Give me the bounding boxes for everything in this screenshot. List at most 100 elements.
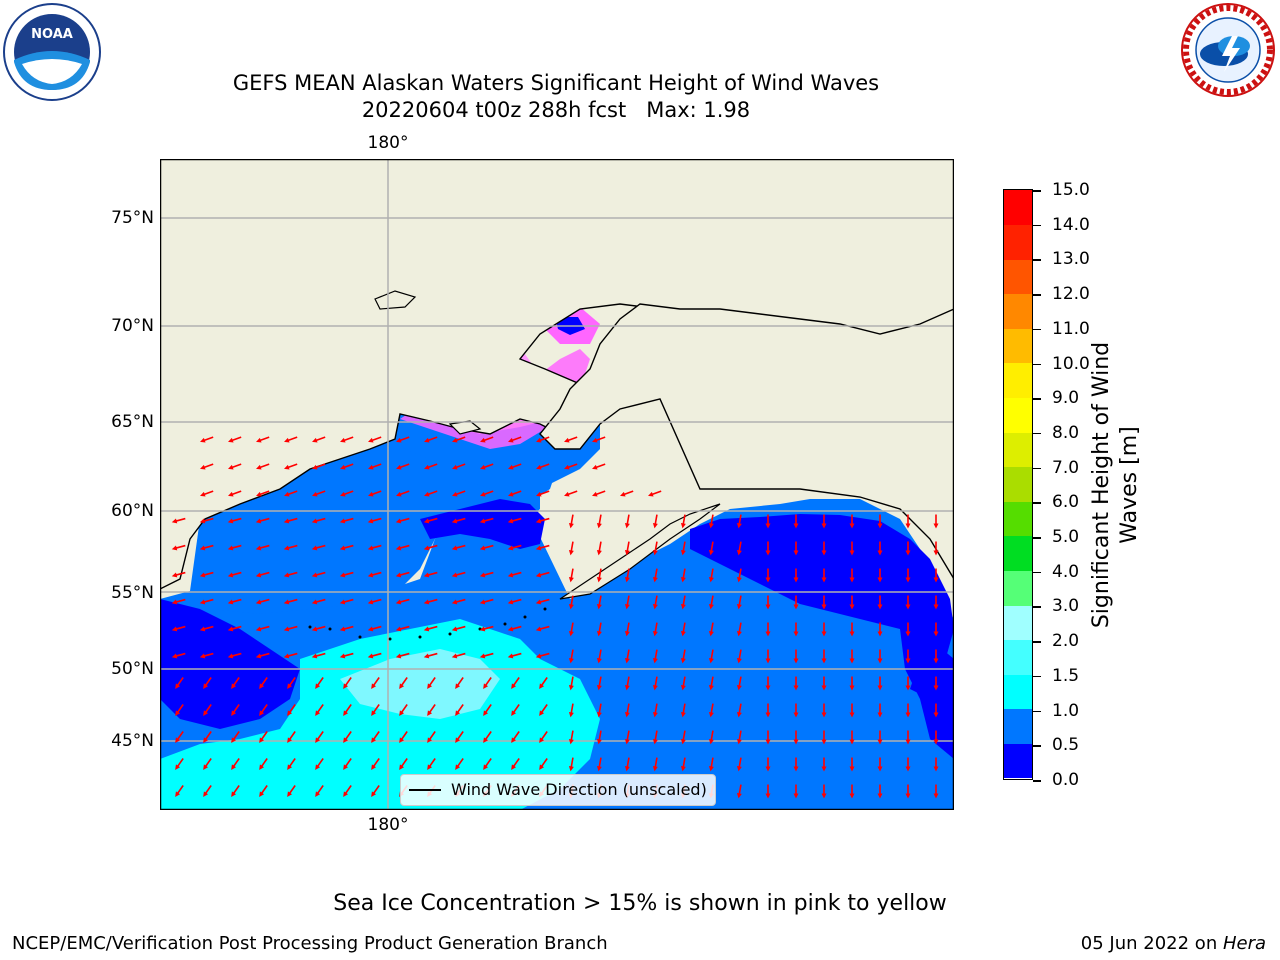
wind-arrow-head <box>283 572 290 578</box>
colorbar <box>1003 189 1033 780</box>
wind-arrow-head <box>367 626 374 632</box>
colorbar-segment <box>1004 432 1032 468</box>
wind-arrow-head <box>708 712 714 718</box>
chart-title: GEFS MEAN Alaskan Waters Significant Hei… <box>232 71 880 95</box>
wind-arrow-head <box>624 631 630 637</box>
wind-arrow-head <box>171 599 178 605</box>
wind-arrow-head <box>231 710 237 716</box>
colorbar-tick-mark <box>1033 502 1041 504</box>
wind-arrow-head <box>568 631 574 637</box>
wind-arrow-head <box>479 599 486 605</box>
colorbar-tick-mark <box>1033 398 1041 400</box>
wind-arrow-head <box>765 712 771 718</box>
colorbar-segment <box>1004 605 1032 641</box>
legend-label: Wind Wave Direction (unscaled) <box>451 780 707 799</box>
wind-arrow-head <box>451 653 458 659</box>
wind-arrow-head <box>231 737 237 743</box>
wind-arrow-head <box>933 685 939 691</box>
wind-arrow-head <box>933 793 939 799</box>
wind-arrow-head <box>708 577 714 583</box>
colorbar-segment <box>1004 674 1032 710</box>
colorbar-tick-label: 10.0 <box>1052 353 1090 374</box>
wind-arrow-head <box>507 545 514 551</box>
wind-arrow-head <box>511 683 517 689</box>
wind-arrow-head <box>624 604 630 610</box>
wind-arrow-head <box>905 793 911 799</box>
wind-arrow-head <box>367 545 374 551</box>
wind-arrow-head <box>652 604 658 610</box>
lat-label-70: 70°N <box>111 316 154 336</box>
legend-line-swatch <box>409 789 441 791</box>
deep-east-coast <box>900 629 954 759</box>
wind-arrow-head <box>535 653 542 659</box>
wind-arrow-head <box>340 464 346 470</box>
wind-arrow-head <box>228 491 234 497</box>
wind-arrow-head <box>905 712 911 718</box>
wind-arrow-head <box>171 626 178 632</box>
wind-arrow-head <box>793 712 799 718</box>
wind-arrow-head <box>367 518 374 524</box>
wind-arrow-head <box>511 764 517 770</box>
wind-arrow-head <box>451 545 458 551</box>
wind-arrow-head <box>315 683 321 689</box>
wind-arrow-head <box>849 631 855 637</box>
wind-arrow-head <box>507 572 514 578</box>
wind-arrow-head <box>877 712 883 718</box>
wind-arrow-head <box>227 572 234 578</box>
wind-arrow-head <box>680 577 686 583</box>
colorbar-tick-label: 2.0 <box>1052 631 1080 652</box>
wind-arrow-head <box>736 631 742 637</box>
wind-arrow-head <box>227 545 234 551</box>
wind-arrow-head <box>821 658 827 664</box>
wind-arrow-head <box>624 523 630 529</box>
wind-arrow-head <box>539 683 545 689</box>
wind-arrow-head <box>255 626 262 632</box>
wind-arrow-head <box>933 577 939 583</box>
wind-arrow-head <box>765 658 771 664</box>
gridlines <box>160 159 954 810</box>
wind-arrow-head <box>283 518 290 524</box>
lat-label-75: 75°N <box>111 208 154 228</box>
aleutian-islands <box>308 607 547 641</box>
wind-arrow-head <box>905 658 911 664</box>
wind-arrow-head <box>171 572 178 578</box>
wind-arrow-head <box>539 737 545 743</box>
wind-arrow-head <box>708 766 714 772</box>
wind-arrow-head <box>231 764 237 770</box>
wind-arrow-head <box>596 523 602 529</box>
wind-arrow-head <box>877 577 883 583</box>
wind-arrow-head <box>539 710 545 716</box>
wind-arrow-head <box>311 518 318 524</box>
colorbar-tick-mark <box>1033 537 1041 539</box>
wind-arrow-head <box>708 631 714 637</box>
wind-arrow-head <box>905 550 911 556</box>
colorbar-tick-label: 3.0 <box>1052 596 1080 617</box>
wind-arrow-head <box>395 572 402 578</box>
wind-arrow-head <box>680 712 686 718</box>
wind-arrow-head <box>535 626 542 632</box>
wind-arrow-head <box>596 658 602 664</box>
lat-label-55: 55°N <box>111 583 154 603</box>
wind-arrow-head <box>849 712 855 718</box>
wind-arrow-head <box>821 631 827 637</box>
wind-arrow-head <box>203 764 209 770</box>
colorbar-tick-label: 7.0 <box>1052 457 1080 478</box>
wind-arrow-head <box>652 712 658 718</box>
wind-arrow-head <box>849 766 855 772</box>
wind-arrow-head <box>596 685 602 691</box>
island-wrangel <box>374 290 417 310</box>
wind-arrow-head <box>399 764 405 770</box>
wind-arrow-head <box>877 631 883 637</box>
wind-arrow-head <box>339 626 346 632</box>
wind-arrow-head <box>793 685 799 691</box>
wind-arrow-head <box>680 685 686 691</box>
wind-arrow-head <box>511 710 517 716</box>
wind-arrow-head <box>708 685 714 691</box>
colorbar-segment <box>1004 328 1032 364</box>
wind-arrow-head <box>255 599 262 605</box>
wind-arrow-head <box>905 631 911 637</box>
wind-arrow-head <box>423 572 430 578</box>
wind-arrow-head <box>287 737 293 743</box>
wind-arrow-head <box>680 604 686 610</box>
wind-arrow-head <box>905 577 911 583</box>
